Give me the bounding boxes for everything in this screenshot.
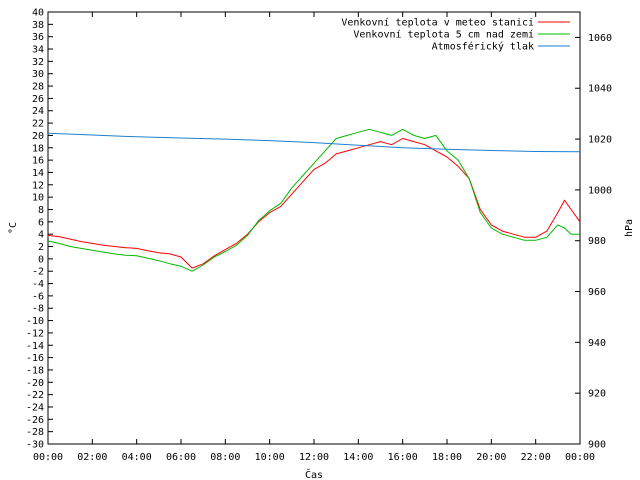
- legend-label: Venkovní teplota v meteo stanici: [341, 17, 534, 29]
- y2-tick-label: 960: [588, 287, 606, 298]
- y-tick-label: 38: [32, 20, 44, 31]
- y-tick-label: 32: [32, 57, 44, 68]
- legend-label: Atmosférický tlak: [432, 41, 534, 53]
- y-tick-label: -14: [26, 341, 44, 352]
- x-tick-label: 06:00: [166, 452, 196, 463]
- x-tick-label: 12:00: [299, 452, 329, 463]
- x-tick-label: 22:00: [521, 452, 551, 463]
- y-tick-label: -4: [32, 279, 44, 290]
- y-tick-label: 2: [38, 242, 44, 253]
- x-tick-label: 00:00: [565, 452, 595, 463]
- y2-tick-label: 980: [588, 236, 606, 247]
- legend-label: Venkovní teplota 5 cm nad zemí: [353, 29, 534, 41]
- y2-tick-label: 900: [588, 440, 606, 451]
- left-axis: -30-28-26-24-22-20-18-16-14-12-10-8-6-4-…: [26, 8, 53, 451]
- series-line-3: [47, 132, 581, 153]
- y-tick-label: -22: [26, 390, 44, 401]
- y-axis-label: °C: [8, 222, 19, 234]
- x-tick-label: 14:00: [343, 452, 373, 463]
- x-axis: 00:00 02:00 04:00 06:00 08:00 10:00 12:00 14:00…: [33, 12, 595, 463]
- y-tick-label: 8: [38, 205, 44, 216]
- series-line-2: [47, 128, 580, 272]
- x-tick-label: 20:00: [476, 452, 506, 463]
- y-tick-label: 34: [32, 45, 44, 56]
- y2-tick-label: 940: [588, 338, 606, 349]
- y-tick-label: 20: [32, 131, 44, 142]
- y2-axis-label: hPa: [624, 219, 635, 237]
- y-tick-label: -30: [26, 440, 44, 451]
- x-tick-label: 18:00: [432, 452, 462, 463]
- y-tick-label: -6: [32, 291, 44, 302]
- y-tick-label: 16: [32, 156, 44, 167]
- y2-tick-label: 1040: [588, 84, 612, 95]
- x-tick-label: 04:00: [122, 452, 152, 463]
- y2-tick-label: 1000: [588, 185, 612, 196]
- y-tick-label: -20: [26, 378, 44, 389]
- x-tick-label: 02:00: [77, 452, 107, 463]
- series-line-1: [47, 138, 581, 269]
- y2-tick-label: 920: [588, 389, 606, 400]
- y-tick-label: -10: [26, 316, 44, 327]
- plot-frame: [47, 11, 581, 445]
- y-tick-label: -2: [32, 267, 44, 278]
- y-tick-label: 14: [32, 168, 44, 179]
- y-tick-label: 28: [32, 82, 44, 93]
- y-tick-label: 18: [32, 143, 44, 154]
- y-tick-label: -12: [26, 328, 44, 339]
- x-tick-label: 08:00: [210, 452, 240, 463]
- y-tick-label: 36: [32, 32, 44, 43]
- y-tick-label: 22: [32, 119, 44, 130]
- y2-tick-label: 1060: [588, 33, 612, 44]
- y-tick-label: -18: [26, 365, 44, 376]
- y-tick-label: 0: [38, 254, 44, 265]
- y-tick-label: -8: [32, 304, 44, 315]
- x-tick-label: 16:00: [388, 452, 418, 463]
- y-tick-label: -26: [26, 415, 44, 426]
- y-tick-label: -16: [26, 353, 44, 364]
- x-tick-label: 00:00: [33, 452, 63, 463]
- y-tick-label: 26: [32, 94, 44, 105]
- y-tick-label: -28: [26, 427, 44, 438]
- legend: Venkovní teplota v meteo staniciVenkovní…: [341, 17, 570, 53]
- x-axis-label: Čas: [305, 468, 323, 480]
- y-tick-label: -24: [26, 402, 44, 413]
- y2-tick-label: 1020: [588, 135, 612, 146]
- y-tick-label: 30: [32, 69, 44, 80]
- right-axis: 900 920 940 960 980 1000 1020 1040 1060: [575, 33, 612, 451]
- y-tick-label: 4: [38, 230, 44, 241]
- y-tick-label: 6: [38, 217, 44, 228]
- y-tick-label: 40: [32, 8, 44, 19]
- x-tick-label: 10:00: [255, 452, 285, 463]
- y-tick-label: 24: [32, 106, 44, 117]
- series-layer: [47, 128, 581, 272]
- y-tick-label: 10: [32, 193, 44, 204]
- y-tick-label: 12: [32, 180, 44, 191]
